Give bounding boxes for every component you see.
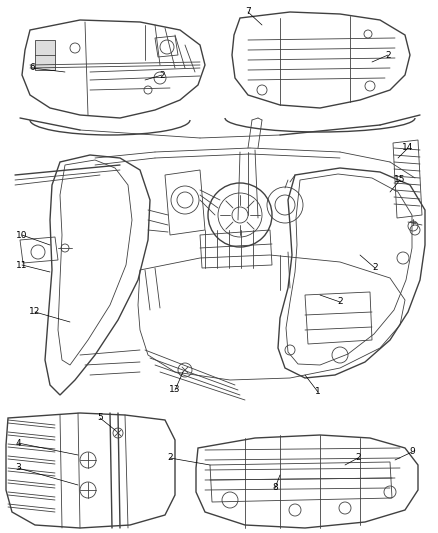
Text: 10: 10 [16,230,28,239]
Text: 1: 1 [315,387,321,397]
Text: 2: 2 [372,263,378,272]
Text: 9: 9 [409,448,415,456]
Text: 2: 2 [385,51,391,60]
Text: 2: 2 [355,454,361,463]
Text: 5: 5 [97,414,103,423]
Text: 14: 14 [403,143,413,152]
Text: 7: 7 [245,7,251,17]
Text: 12: 12 [29,308,41,317]
Text: 15: 15 [394,175,406,184]
Text: 2: 2 [167,454,173,463]
Text: 6: 6 [29,63,35,72]
Text: 2: 2 [337,297,343,306]
Text: 2: 2 [159,70,165,79]
Text: 8: 8 [272,483,278,492]
FancyBboxPatch shape [35,40,55,70]
Text: 13: 13 [169,385,181,394]
Text: 4: 4 [15,439,21,448]
Text: 11: 11 [16,261,28,270]
Text: 3: 3 [15,464,21,472]
